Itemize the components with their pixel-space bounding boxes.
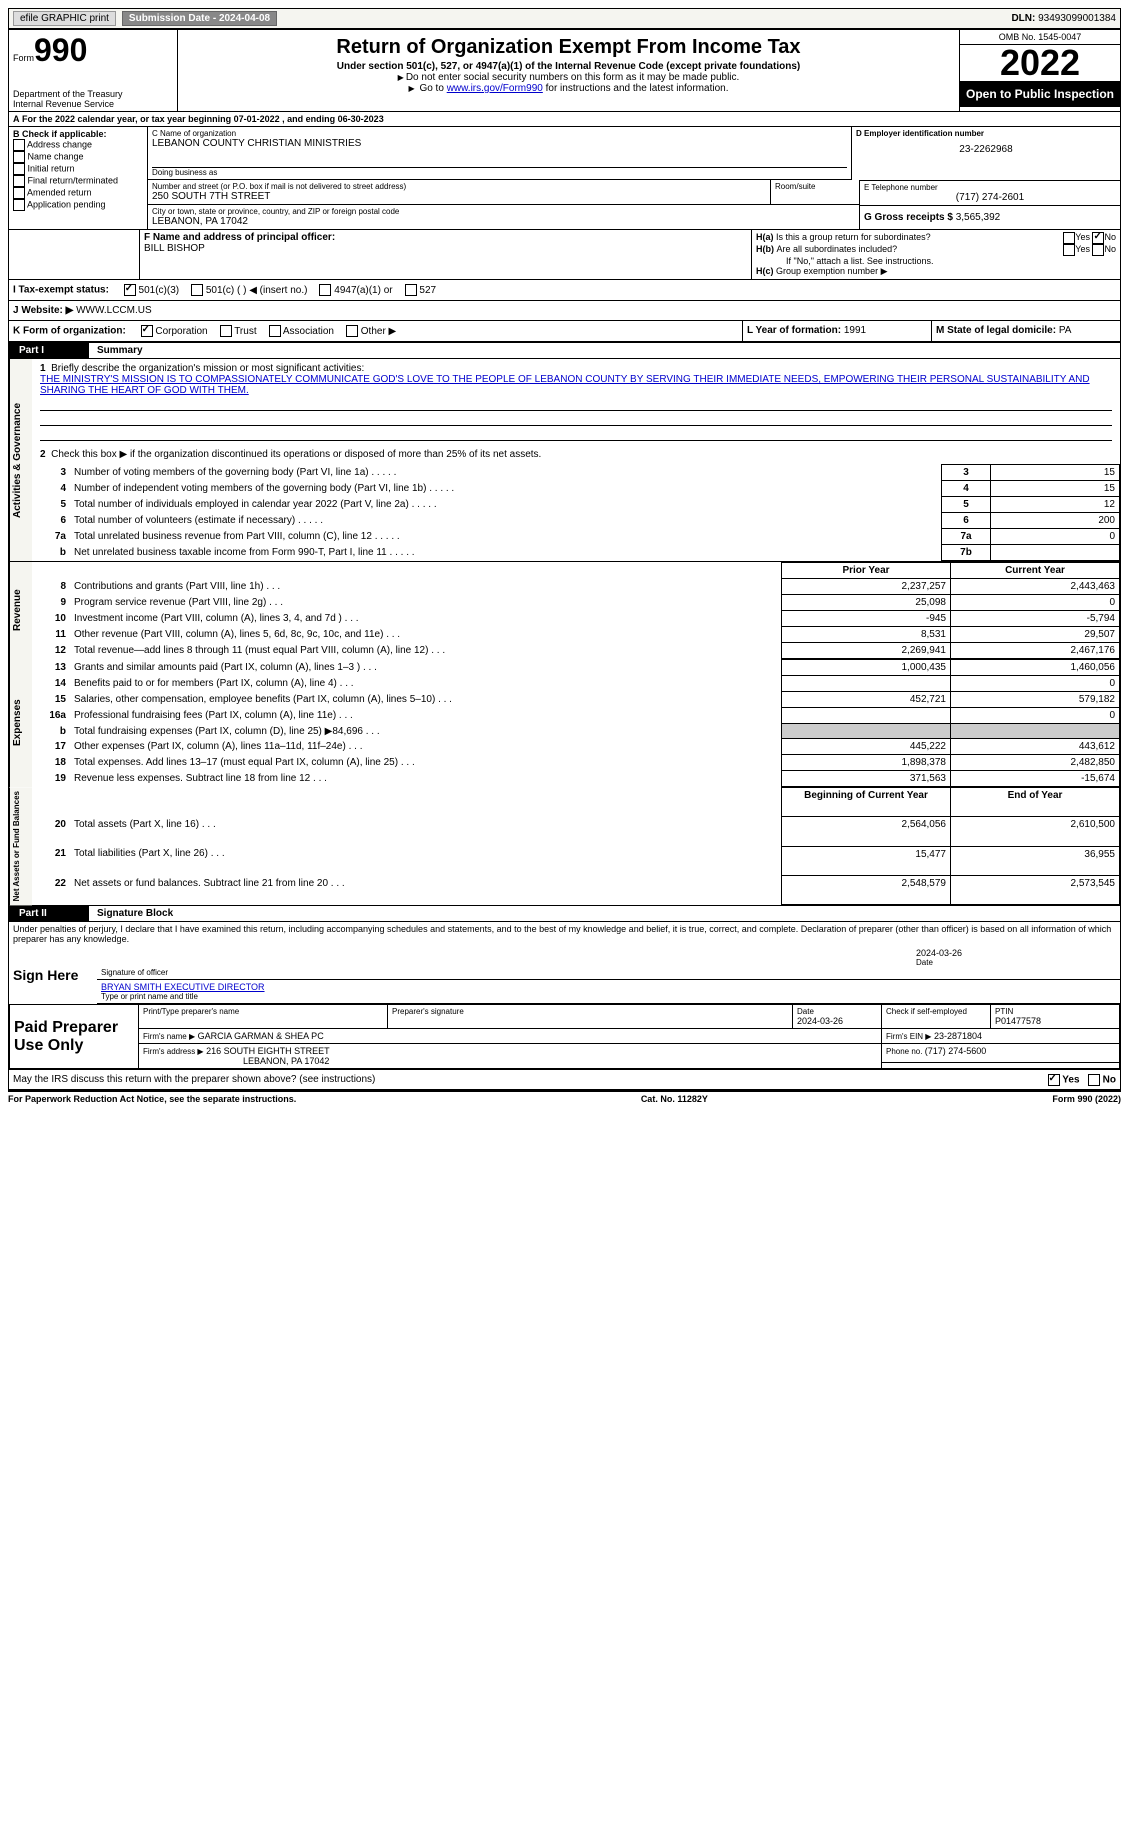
- form-number: 990: [34, 32, 87, 68]
- tax-status-check[interactable]: [405, 284, 417, 296]
- top-bar: efile GRAPHIC print Submission Date - 20…: [8, 8, 1121, 29]
- hb-yes[interactable]: [1063, 244, 1075, 256]
- tax-status-check[interactable]: [124, 284, 136, 296]
- city-value: LEBANON, PA 17042: [152, 216, 855, 227]
- firm-ein: 23-2871804: [934, 1031, 982, 1041]
- expenses-table: 13Grants and similar amounts paid (Part …: [32, 659, 1120, 787]
- mission-text: THE MINISTRY'S MISSION IS TO COMPASSIONA…: [40, 374, 1090, 396]
- paid-preparer-label: Paid Preparer Use Only: [10, 1005, 139, 1069]
- org-name: LEBANON COUNTY CHRISTIAN MINISTRIES: [152, 138, 847, 149]
- firm-name: GARCIA GARMAN & SHEA PC: [198, 1031, 324, 1041]
- note-goto: Go to www.irs.gov/Form990 for instructio…: [182, 83, 955, 94]
- tab-revenue: Revenue: [9, 562, 32, 659]
- year-formation-label: L Year of formation:: [747, 325, 844, 336]
- box-b: B Check if applicable: Address change Na…: [9, 127, 148, 229]
- firm-city: LEBANON, PA 17042: [143, 1056, 329, 1066]
- form-title: Return of Organization Exempt From Incom…: [182, 36, 955, 59]
- page-footer: For Paperwork Reduction Act Notice, see …: [8, 1090, 1121, 1104]
- box-b-check[interactable]: [13, 187, 25, 199]
- officer-name: BILL BISHOP: [144, 243, 747, 254]
- tab-expenses: Expenses: [9, 659, 32, 787]
- tax-period: A For the 2022 calendar year, or tax yea…: [9, 112, 1120, 127]
- domicile: PA: [1059, 325, 1072, 336]
- room-label: Room/suite: [770, 180, 859, 204]
- phone-label: E Telephone number: [864, 183, 1116, 192]
- org-name-label: C Name of organization: [152, 129, 847, 138]
- domicile-label: M State of legal domicile:: [936, 325, 1059, 336]
- dba-label: Doing business as: [152, 167, 847, 177]
- hb-note: If "No," attach a list. See instructions…: [756, 256, 1116, 266]
- form-word: Form: [13, 53, 34, 63]
- form-org-check[interactable]: [220, 325, 232, 337]
- tax-status-check[interactable]: [319, 284, 331, 296]
- discuss-row: May the IRS discuss this return with the…: [9, 1069, 1120, 1089]
- ha-no[interactable]: [1092, 232, 1104, 244]
- dept-label: Department of the Treasury: [13, 89, 173, 99]
- hb-no[interactable]: [1092, 244, 1104, 256]
- open-inspection: Open to Public Inspection: [960, 81, 1120, 107]
- box-b-check[interactable]: [13, 175, 25, 187]
- box-b-check[interactable]: [13, 139, 25, 151]
- phone-value: (717) 274-2601: [864, 192, 1116, 203]
- mission-label: Briefly describe the organization's miss…: [51, 363, 364, 374]
- governance-table: 3Number of voting members of the governi…: [32, 464, 1120, 561]
- sig-officer-label: Signature of officer: [101, 968, 908, 977]
- ha-yes[interactable]: [1063, 232, 1075, 244]
- form-header: Form990 Department of the Treasury Inter…: [9, 30, 1120, 112]
- tax-year: 2022: [960, 45, 1120, 81]
- tax-status-label: I Tax-exempt status:: [13, 285, 109, 296]
- tab-activities: Activities & Governance: [9, 359, 32, 561]
- gross-value: 3,565,392: [956, 212, 1001, 223]
- firm-addr: 216 SOUTH EIGHTH STREET: [206, 1046, 330, 1056]
- irs-label: Internal Revenue Service: [13, 99, 173, 109]
- form-org-check[interactable]: [346, 325, 358, 337]
- officer-label: F Name and address of principal officer:: [144, 232, 335, 243]
- discuss-yes[interactable]: [1048, 1074, 1060, 1086]
- website-label: J Website: ▶: [13, 305, 73, 316]
- year-formation: 1991: [844, 325, 866, 336]
- gross-label: G Gross receipts $: [864, 212, 956, 223]
- officer-typed-name: BRYAN SMITH EXECUTIVE DIRECTOR: [101, 982, 1116, 992]
- tab-netassets: Net Assets or Fund Balances: [9, 787, 32, 905]
- form-org-check[interactable]: [269, 325, 281, 337]
- hb-label: Are all subordinates included?: [777, 244, 1064, 256]
- form-org-check[interactable]: [141, 325, 153, 337]
- box-b-check[interactable]: [13, 163, 25, 175]
- discuss-no[interactable]: [1088, 1074, 1100, 1086]
- note-ssn: Do not enter social security numbers on …: [182, 72, 955, 83]
- date-label: Date: [916, 958, 1116, 967]
- irs-link[interactable]: www.irs.gov/Form990: [447, 83, 543, 94]
- sig-date: 2024-03-26: [916, 948, 1116, 958]
- street-value: 250 SOUTH 7TH STREET: [152, 191, 766, 202]
- box-b-check[interactable]: [13, 199, 25, 211]
- signature-block: Sign Here Signature of officer 2024-03-2…: [9, 946, 1120, 1004]
- city-label: City or town, state or province, country…: [152, 207, 855, 216]
- form-subtitle: Under section 501(c), 527, or 4947(a)(1)…: [182, 61, 955, 72]
- hc-label: Group exemption number ▶: [776, 266, 887, 276]
- box-b-check[interactable]: [13, 151, 25, 163]
- dln: DLN: 93493099001384: [1011, 13, 1116, 24]
- ein-value: 23-2262968: [856, 144, 1116, 155]
- part2-header: Part II Signature Block: [9, 905, 1120, 922]
- netassets-table: Beginning of Current YearEnd of Year20To…: [32, 787, 1120, 905]
- sign-here-label: Sign Here: [9, 946, 97, 1004]
- efile-badge: efile GRAPHIC print: [13, 11, 116, 26]
- firm-phone: (717) 274-5600: [925, 1046, 987, 1056]
- type-name-label: Type or print name and title: [101, 992, 1116, 1001]
- form-container: Form990 Department of the Treasury Inter…: [8, 29, 1121, 1090]
- line2-text: Check this box ▶ if the organization dis…: [51, 449, 541, 460]
- website-value: WWW.LCCM.US: [76, 305, 152, 316]
- fh-block: F Name and address of principal officer:…: [9, 229, 1120, 279]
- part1-header: Part I Summary: [9, 342, 1120, 359]
- submission-date-btn[interactable]: Submission Date - 2024-04-08: [122, 11, 277, 26]
- form-org-label: K Form of organization:: [13, 326, 126, 337]
- entity-block: B Check if applicable: Address change Na…: [9, 127, 1120, 229]
- tax-status-check[interactable]: [191, 284, 203, 296]
- ein-label: D Employer identification number: [856, 129, 984, 138]
- ha-label: Is this a group return for subordinates?: [776, 232, 1063, 244]
- declaration-text: Under penalties of perjury, I declare th…: [9, 922, 1120, 946]
- preparer-block: Paid Preparer Use Only Print/Type prepar…: [9, 1004, 1120, 1069]
- street-label: Number and street (or P.O. box if mail i…: [152, 182, 766, 191]
- revenue-table: Prior YearCurrent Year8Contributions and…: [32, 562, 1120, 659]
